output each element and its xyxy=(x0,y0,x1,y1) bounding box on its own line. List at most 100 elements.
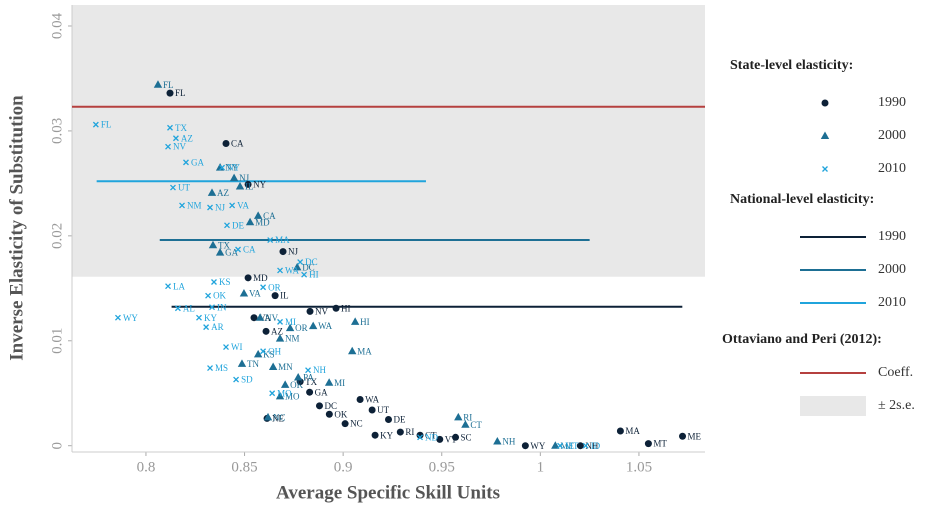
legend-title: National-level elasticity: xyxy=(730,192,874,207)
point xyxy=(174,305,181,312)
point xyxy=(153,80,163,88)
legend-label: 1990 xyxy=(878,229,906,244)
point-label: FL xyxy=(175,88,186,98)
point xyxy=(209,304,215,311)
point xyxy=(417,434,424,441)
point xyxy=(521,442,529,450)
point xyxy=(582,442,589,449)
x-tick-label: 1 xyxy=(537,459,545,475)
point-label: OR xyxy=(295,323,308,333)
point xyxy=(211,279,217,285)
point xyxy=(385,415,392,423)
point-label: IN xyxy=(217,302,227,312)
legend-label: 1990 xyxy=(878,95,906,110)
point-label: VA xyxy=(249,289,261,299)
point-label: MD xyxy=(255,217,270,227)
point-label: NV xyxy=(265,313,278,323)
point xyxy=(368,406,376,414)
point-label: MS xyxy=(215,363,228,373)
point xyxy=(244,180,252,188)
point xyxy=(306,307,314,315)
point xyxy=(292,262,302,271)
point xyxy=(235,182,245,190)
point xyxy=(170,184,176,191)
point xyxy=(277,318,284,325)
y-tick-label: 0.03 xyxy=(49,118,65,144)
point-label: TX xyxy=(218,240,230,250)
point xyxy=(616,427,624,435)
point-label: AZ xyxy=(217,188,229,198)
point-label: DC xyxy=(324,401,337,411)
legend-label: ± 2s.e. xyxy=(878,398,915,413)
point xyxy=(172,135,179,142)
point-label: PA xyxy=(303,373,314,383)
point-label: DE xyxy=(394,415,406,425)
point-label: ID xyxy=(591,441,601,451)
point-label: GA xyxy=(315,387,328,397)
point-label: RI xyxy=(405,427,414,437)
point xyxy=(341,420,349,428)
point xyxy=(245,217,255,226)
point-label: WY xyxy=(530,441,545,451)
point xyxy=(416,431,424,439)
point-label: MO xyxy=(277,388,292,398)
point xyxy=(268,362,278,371)
point-label: NY xyxy=(227,163,240,173)
point-label: NE xyxy=(272,413,284,423)
legend-label: 2000 xyxy=(878,262,906,277)
legend-marker xyxy=(822,166,828,172)
point xyxy=(205,292,212,299)
point-label: CA xyxy=(263,211,276,221)
point xyxy=(557,442,564,449)
point-label: WA xyxy=(318,321,332,331)
point xyxy=(253,349,263,358)
point-label: KS xyxy=(263,349,275,359)
point xyxy=(348,346,357,355)
point xyxy=(267,237,274,244)
point xyxy=(305,367,312,374)
point xyxy=(229,173,239,182)
point-label: VA xyxy=(259,313,271,323)
point-label: WA xyxy=(285,266,299,276)
point xyxy=(308,321,318,330)
point xyxy=(229,202,236,209)
x-tick-label: 0.85 xyxy=(231,459,257,475)
point xyxy=(235,246,241,253)
point-label: NY xyxy=(253,179,266,189)
point xyxy=(325,410,333,418)
x-axis-title: Average Specific Skill Units xyxy=(276,482,500,503)
legend-title: State-level elasticity: xyxy=(730,58,853,73)
y-tick-label: 0.04 xyxy=(49,12,65,39)
point xyxy=(183,159,189,166)
error-band xyxy=(72,5,705,277)
legend-marker xyxy=(821,99,829,107)
point-label: IL xyxy=(245,182,254,192)
point xyxy=(679,432,687,440)
point xyxy=(315,402,323,410)
point-label: TX xyxy=(305,377,317,387)
point xyxy=(279,248,287,256)
point xyxy=(452,433,460,441)
point-label: VA xyxy=(237,200,249,210)
point-label: IL xyxy=(280,291,289,301)
point-label: KS xyxy=(219,277,231,287)
point-label: TN xyxy=(247,359,259,369)
point-label: RI xyxy=(463,412,472,422)
point-label: OK xyxy=(213,291,226,301)
point-label: WI xyxy=(231,342,243,352)
point-label: OK xyxy=(290,380,303,390)
x-tick-label: 0.9 xyxy=(334,459,353,475)
point-label: MN xyxy=(278,362,293,372)
point-label: NC xyxy=(350,419,363,429)
point-label: DC xyxy=(305,257,318,267)
point-label: NJ xyxy=(215,203,225,213)
x-tick-label: 1.05 xyxy=(626,459,652,475)
point xyxy=(260,348,267,355)
point-label: UT xyxy=(178,183,190,193)
point xyxy=(203,324,210,331)
point-label: ND xyxy=(425,432,438,442)
point xyxy=(215,248,225,256)
point-label: MT xyxy=(653,439,667,449)
point xyxy=(285,323,295,332)
legend-label: Coeff. xyxy=(878,365,913,380)
